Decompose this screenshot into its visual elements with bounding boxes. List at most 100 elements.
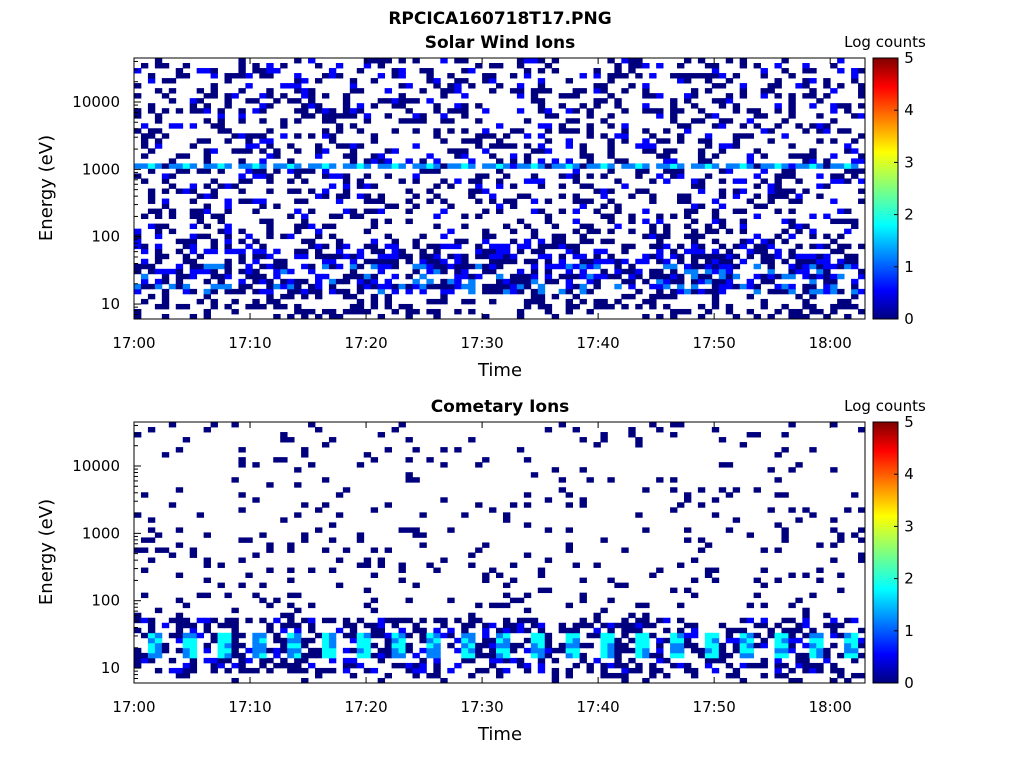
- heatmap-cell: [795, 677, 803, 684]
- heatmap-cell: [614, 133, 622, 139]
- heatmap-cell: [328, 617, 337, 624]
- heatmap-cell: [475, 213, 483, 220]
- heatmap-cell: [677, 163, 685, 169]
- heatmap-cell: [607, 188, 615, 194]
- heatmap-cell: [238, 253, 246, 260]
- heatmap-cell: [175, 617, 184, 624]
- heatmap-cell: [614, 662, 622, 669]
- heatmap-cell: [363, 283, 372, 290]
- heatmap-cell: [189, 667, 198, 674]
- heatmap-cell: [635, 642, 643, 649]
- heatmap-cell: [370, 103, 379, 109]
- heatmap-cell: [509, 657, 518, 664]
- heatmap-cell: [154, 233, 163, 240]
- heatmap-cell: [134, 627, 142, 634]
- heatmap-cell: [816, 258, 824, 265]
- heatmap-cell: [551, 158, 560, 164]
- heatmap-cell: [677, 258, 685, 265]
- heatmap-cell: [753, 248, 761, 255]
- heatmap-cell: [537, 253, 546, 260]
- heatmap-cell: [134, 163, 142, 169]
- heatmap-cell: [502, 627, 511, 634]
- heatmap-cell: [370, 133, 379, 139]
- heatmap-cell: [321, 647, 330, 654]
- heatmap-cell: [189, 198, 198, 204]
- heatmap-cell: [544, 113, 553, 119]
- heatmap-cell: [711, 667, 720, 674]
- heatmap-cell: [245, 263, 253, 270]
- heatmap-cell: [816, 308, 824, 315]
- heatmap-cell: [509, 642, 518, 649]
- heatmap-cell: [391, 163, 399, 169]
- heatmap-cell: [725, 637, 734, 644]
- heatmap-cell: [739, 677, 748, 684]
- heatmap-cell: [349, 83, 358, 89]
- heatmap-cell: [231, 133, 239, 139]
- heatmap-cell: [537, 178, 546, 184]
- heatmap-cell: [440, 163, 448, 169]
- heatmap-cell: [788, 188, 796, 194]
- heatmap-cell: [273, 163, 281, 169]
- heatmap-cell: [600, 268, 608, 275]
- heatmap-cell: [607, 213, 615, 220]
- heatmap-cell: [544, 497, 553, 503]
- heatmap-cell: [238, 667, 246, 674]
- heatmap-cell: [321, 128, 330, 134]
- heatmap-cell: [335, 123, 344, 129]
- heatmap-cell: [732, 627, 741, 634]
- heatmap-cell: [461, 238, 469, 245]
- heatmap-cell: [335, 263, 344, 270]
- heatmap-cell: [203, 233, 211, 240]
- heatmap-cell: [405, 188, 413, 194]
- heatmap-cell: [760, 73, 768, 79]
- heatmap-cell: [189, 642, 198, 649]
- heatmap-cell: [663, 168, 671, 174]
- heatmap-cell: [391, 288, 399, 295]
- heatmap-cell: [217, 218, 225, 225]
- heatmap-cell: [607, 477, 615, 483]
- heatmap-cell: [259, 68, 267, 74]
- heatmap-cell: [175, 622, 184, 629]
- heatmap-cell: [335, 313, 344, 320]
- heatmap-cell: [301, 103, 309, 109]
- heatmap-cell: [377, 58, 386, 64]
- heatmap-cell: [328, 647, 337, 654]
- heatmap-cell: [725, 58, 734, 64]
- heatmap-cell: [419, 283, 427, 290]
- heatmap-cell: [245, 273, 253, 280]
- heatmap-cell: [586, 153, 594, 159]
- heatmap-cell: [844, 128, 852, 134]
- heatmap-cell: [614, 582, 622, 589]
- heatmap-cell: [614, 642, 622, 649]
- heatmap-cell: [147, 627, 156, 634]
- heatmap-cell: [252, 647, 260, 654]
- heatmap-cell: [363, 308, 372, 315]
- heatmap-cell: [774, 273, 782, 280]
- heatmap-cell: [154, 253, 163, 260]
- heatmap-cell: [349, 88, 358, 94]
- heatmap-cell: [579, 263, 587, 270]
- heatmap-cell: [308, 163, 316, 169]
- heatmap-cell: [523, 607, 532, 614]
- heatmap-cell: [419, 637, 427, 644]
- heatmap-cell: [252, 652, 260, 659]
- heatmap-cell: [565, 93, 573, 99]
- heatmap-cell: [774, 622, 782, 629]
- heatmap-cell: [301, 532, 309, 538]
- heatmap-cell: [134, 647, 142, 654]
- heatmap-cell: [502, 133, 511, 139]
- heatmap-cell: [161, 203, 170, 209]
- heatmap-cell: [231, 662, 239, 669]
- heatmap-cell: [154, 208, 163, 214]
- heatmap-cell: [642, 168, 650, 174]
- heatmap-cell: [328, 437, 337, 443]
- heatmap-cell: [677, 602, 685, 609]
- heatmap-cell: [725, 228, 734, 235]
- heatmap-cell: [461, 642, 469, 649]
- heatmap-cell: [502, 248, 511, 255]
- heatmap-cell: [809, 243, 817, 250]
- heatmap-cell: [468, 437, 476, 443]
- heatmap-cell: [858, 93, 866, 99]
- heatmap-cell: [280, 283, 288, 290]
